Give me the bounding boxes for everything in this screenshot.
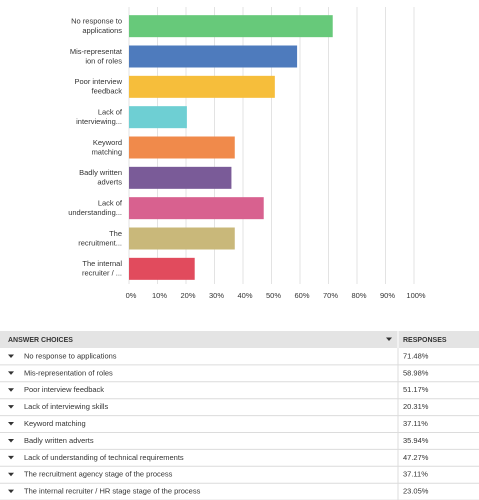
expand-icon[interactable] xyxy=(8,438,14,443)
bar[interactable] xyxy=(129,136,235,159)
y-tick-label: The internal recruiter / ... xyxy=(82,259,122,278)
expand-icon[interactable] xyxy=(8,455,14,460)
answer-choice: The internal recruiter / HR stage stage … xyxy=(24,487,201,496)
expand-icon[interactable] xyxy=(8,422,14,426)
y-tick-label: Lack of interviewing... xyxy=(76,107,123,126)
answer-choice: Badly written adverts xyxy=(24,436,94,445)
label-line: applications xyxy=(82,26,122,35)
label-line: Lack of xyxy=(98,198,123,207)
bar[interactable] xyxy=(129,15,333,38)
table-header: RESPONSES xyxy=(403,337,447,344)
answer-choice: Lack of understanding of technical requi… xyxy=(24,453,184,462)
answer-choice: Mis-representation of roles xyxy=(24,368,113,377)
answer-choice: Keyword matching xyxy=(24,419,86,428)
expand-icon[interactable] xyxy=(8,354,14,358)
x-tick-label: 70% xyxy=(323,291,338,300)
answer-choice: The recruitment agency stage of the proc… xyxy=(24,470,173,479)
label-line: adverts xyxy=(97,178,122,187)
label-line: Badly written xyxy=(79,168,122,177)
response: 20.31% xyxy=(403,402,429,411)
label-line: Poor interview xyxy=(74,77,122,86)
sort-icon[interactable] xyxy=(386,337,392,342)
table-header-bg xyxy=(0,331,479,348)
x-tick-label: 80% xyxy=(351,291,366,300)
label-line: Lack of xyxy=(98,107,123,116)
expand-icon[interactable] xyxy=(8,371,14,375)
bar[interactable] xyxy=(129,257,195,280)
bar[interactable] xyxy=(129,45,298,68)
expand-icon[interactable] xyxy=(8,489,14,494)
bar[interactable] xyxy=(129,166,232,189)
label-line: The internal xyxy=(82,259,122,268)
label-line: understanding... xyxy=(68,208,122,217)
x-tick-label: 60% xyxy=(294,291,309,300)
x-tick-label: 30% xyxy=(209,291,224,300)
y-tick-label: Badly written adverts xyxy=(79,168,122,187)
label-line: matching xyxy=(92,147,122,156)
response: 71.48% xyxy=(403,351,429,360)
label-line: Mis-representat xyxy=(70,47,123,56)
y-tick-label: The recruitment... xyxy=(78,229,122,248)
answer-choice: No response to applications xyxy=(24,351,117,360)
x-tick-label: 0% xyxy=(126,291,137,300)
label-line: No response to xyxy=(71,16,122,25)
table-header: ANSWER CHOICES xyxy=(8,337,73,344)
label-line: interviewing... xyxy=(76,117,122,126)
label-line: The xyxy=(109,229,122,238)
answer-choice: Lack of interviewing skills xyxy=(24,402,108,411)
bar[interactable] xyxy=(129,197,264,220)
bar[interactable] xyxy=(129,106,187,129)
answer-choice: Poor interview feedback xyxy=(24,385,104,394)
y-tick-label: Mis-representat ion of roles xyxy=(70,47,123,66)
x-tick-label: 50% xyxy=(266,291,281,300)
y-tick-label: Poor interview feedback xyxy=(74,77,122,96)
label-line: recruitment... xyxy=(78,238,122,247)
response: 37.11% xyxy=(403,470,428,479)
y-tick-label: No response to applications xyxy=(71,16,122,34)
bar[interactable] xyxy=(129,75,275,98)
response: 35.94% xyxy=(403,436,429,445)
x-tick-label: 40% xyxy=(237,291,252,300)
x-tick-label: 100% xyxy=(406,291,426,300)
x-tick-label: 90% xyxy=(380,291,395,300)
expand-icon[interactable] xyxy=(8,388,14,392)
expand-icon[interactable] xyxy=(8,472,14,477)
label-line: recruiter / ... xyxy=(82,269,122,278)
y-tick-label: Lack of understanding... xyxy=(68,198,123,217)
expand-icon[interactable] xyxy=(8,405,14,409)
response: 47.27% xyxy=(403,453,429,462)
x-tick-label: 20% xyxy=(180,291,195,300)
response: 51.17% xyxy=(403,385,429,394)
response: 37.11% xyxy=(403,419,428,428)
label-line: Keyword xyxy=(93,138,122,147)
response: 58.98% xyxy=(403,368,429,377)
response: 23.05% xyxy=(403,487,429,496)
label-line: feedback xyxy=(92,87,123,96)
y-tick-label: Keyword matching xyxy=(92,138,122,157)
label-line: ion of roles xyxy=(85,56,122,65)
bar[interactable] xyxy=(129,227,235,250)
x-tick-label: 10% xyxy=(152,291,167,300)
